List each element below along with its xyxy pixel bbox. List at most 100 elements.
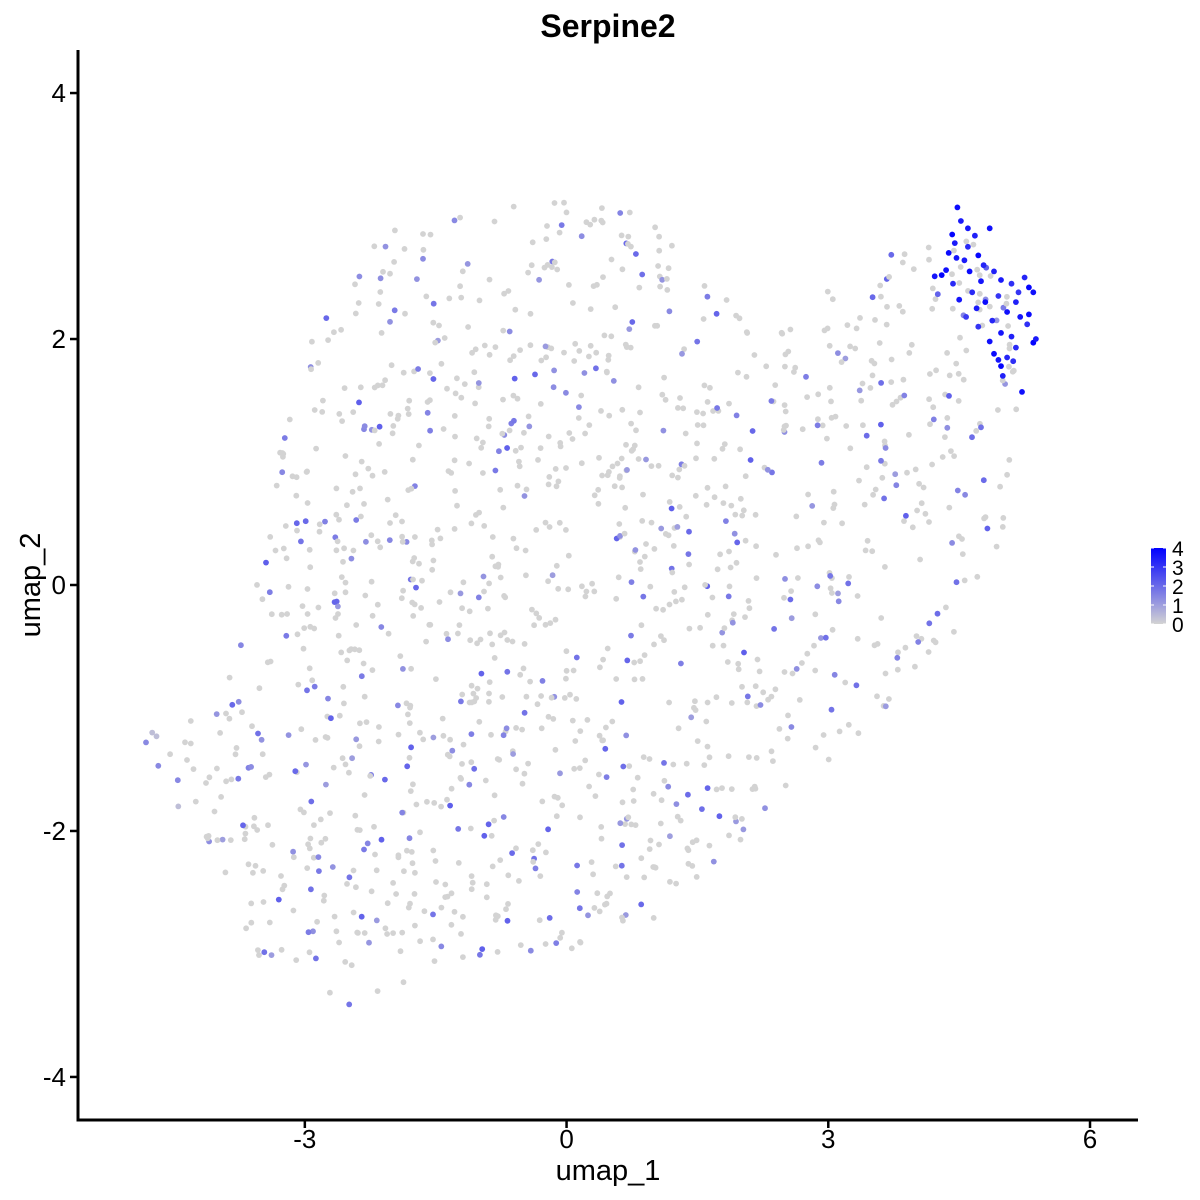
cell-point	[551, 259, 558, 266]
cell-point	[604, 369, 610, 376]
cell-point	[882, 564, 888, 570]
cell-point	[976, 290, 983, 297]
cell-point	[438, 943, 445, 950]
cell-point	[647, 583, 654, 590]
cell-point	[456, 622, 463, 628]
cell-point	[697, 624, 703, 631]
cell-point	[400, 666, 406, 672]
cell-point	[652, 224, 658, 231]
cell-point	[920, 484, 927, 491]
cell-point	[785, 712, 791, 719]
cell-point	[886, 696, 892, 702]
cell-point	[376, 724, 382, 730]
cell-point	[353, 884, 359, 891]
cell-point	[542, 621, 549, 628]
cell-point	[486, 698, 492, 705]
cell-point	[1000, 304, 1007, 311]
cell-point	[578, 460, 585, 467]
cell-point	[510, 353, 517, 359]
cell-point	[538, 725, 545, 732]
cell-point	[361, 792, 368, 798]
cell-point	[384, 496, 391, 503]
y-tick-label: -4	[43, 1062, 66, 1092]
cell-point	[242, 830, 249, 837]
cell-point	[452, 488, 458, 494]
cell-point	[519, 726, 525, 733]
cell-point	[365, 465, 372, 472]
cell-point	[278, 946, 285, 953]
cell-point	[327, 989, 333, 996]
cell-point	[308, 366, 314, 373]
cell-point	[545, 433, 552, 440]
cell-point	[788, 588, 794, 594]
cell-point	[694, 738, 701, 744]
cell-point	[563, 667, 570, 674]
cell-point	[693, 837, 700, 844]
cell-point	[530, 858, 537, 865]
cell-point-high	[951, 240, 958, 247]
cell-point	[735, 369, 741, 376]
cell-point	[922, 510, 929, 517]
cell-point	[341, 385, 348, 391]
cell-point	[624, 467, 630, 473]
cell-point	[352, 310, 359, 317]
cell-point	[681, 462, 688, 469]
cell-point	[613, 595, 620, 602]
cell-point	[830, 488, 837, 495]
cell-point	[590, 871, 596, 878]
cell-point	[309, 338, 315, 345]
cell-point	[926, 256, 932, 263]
cell-point-high	[958, 218, 964, 224]
cell-point	[304, 500, 311, 506]
cell-point	[739, 683, 745, 690]
cell-point	[617, 473, 623, 480]
cell-point	[445, 468, 452, 474]
cell-point	[459, 605, 465, 612]
cell-point	[713, 310, 720, 317]
cell-point	[665, 265, 672, 272]
cell-point	[926, 519, 932, 525]
cell-point	[746, 605, 753, 612]
cell-point	[302, 518, 309, 525]
cell-point	[787, 326, 794, 333]
cell-point	[732, 511, 739, 518]
cell-point	[704, 743, 711, 750]
cell-point	[493, 912, 499, 919]
cell-point	[709, 594, 716, 601]
cell-point	[507, 357, 513, 364]
cell-point	[868, 357, 875, 364]
cell-point	[516, 463, 523, 470]
cell-point	[999, 524, 1006, 530]
cell-point	[646, 846, 653, 852]
cell-point	[704, 611, 711, 618]
cell-point	[285, 583, 292, 590]
cell-point	[700, 410, 706, 417]
cell-point	[420, 246, 427, 253]
cell-point	[745, 598, 752, 604]
cell-point	[330, 764, 337, 771]
cell-point	[278, 873, 284, 879]
cell-point	[836, 728, 843, 735]
cell-point	[149, 729, 156, 736]
cell-point	[416, 442, 422, 449]
cell-point	[467, 825, 474, 832]
cell-point	[353, 736, 360, 743]
cell-point	[554, 266, 561, 273]
cell-point	[915, 639, 922, 645]
cell-point	[904, 469, 910, 476]
cell-point-high	[1026, 311, 1032, 318]
cell-point	[553, 940, 560, 946]
cell-point	[612, 863, 619, 870]
cell-point	[333, 547, 340, 554]
cell-point	[757, 702, 764, 708]
cell-point	[333, 928, 340, 935]
cell-point	[856, 477, 862, 484]
cell-point	[546, 915, 553, 921]
cell-point	[962, 491, 968, 498]
cell-point	[352, 812, 359, 819]
cell-point	[549, 572, 556, 579]
cell-point	[430, 911, 436, 918]
cell-point	[888, 356, 895, 363]
cell-point	[980, 477, 987, 484]
cell-point	[818, 635, 824, 641]
